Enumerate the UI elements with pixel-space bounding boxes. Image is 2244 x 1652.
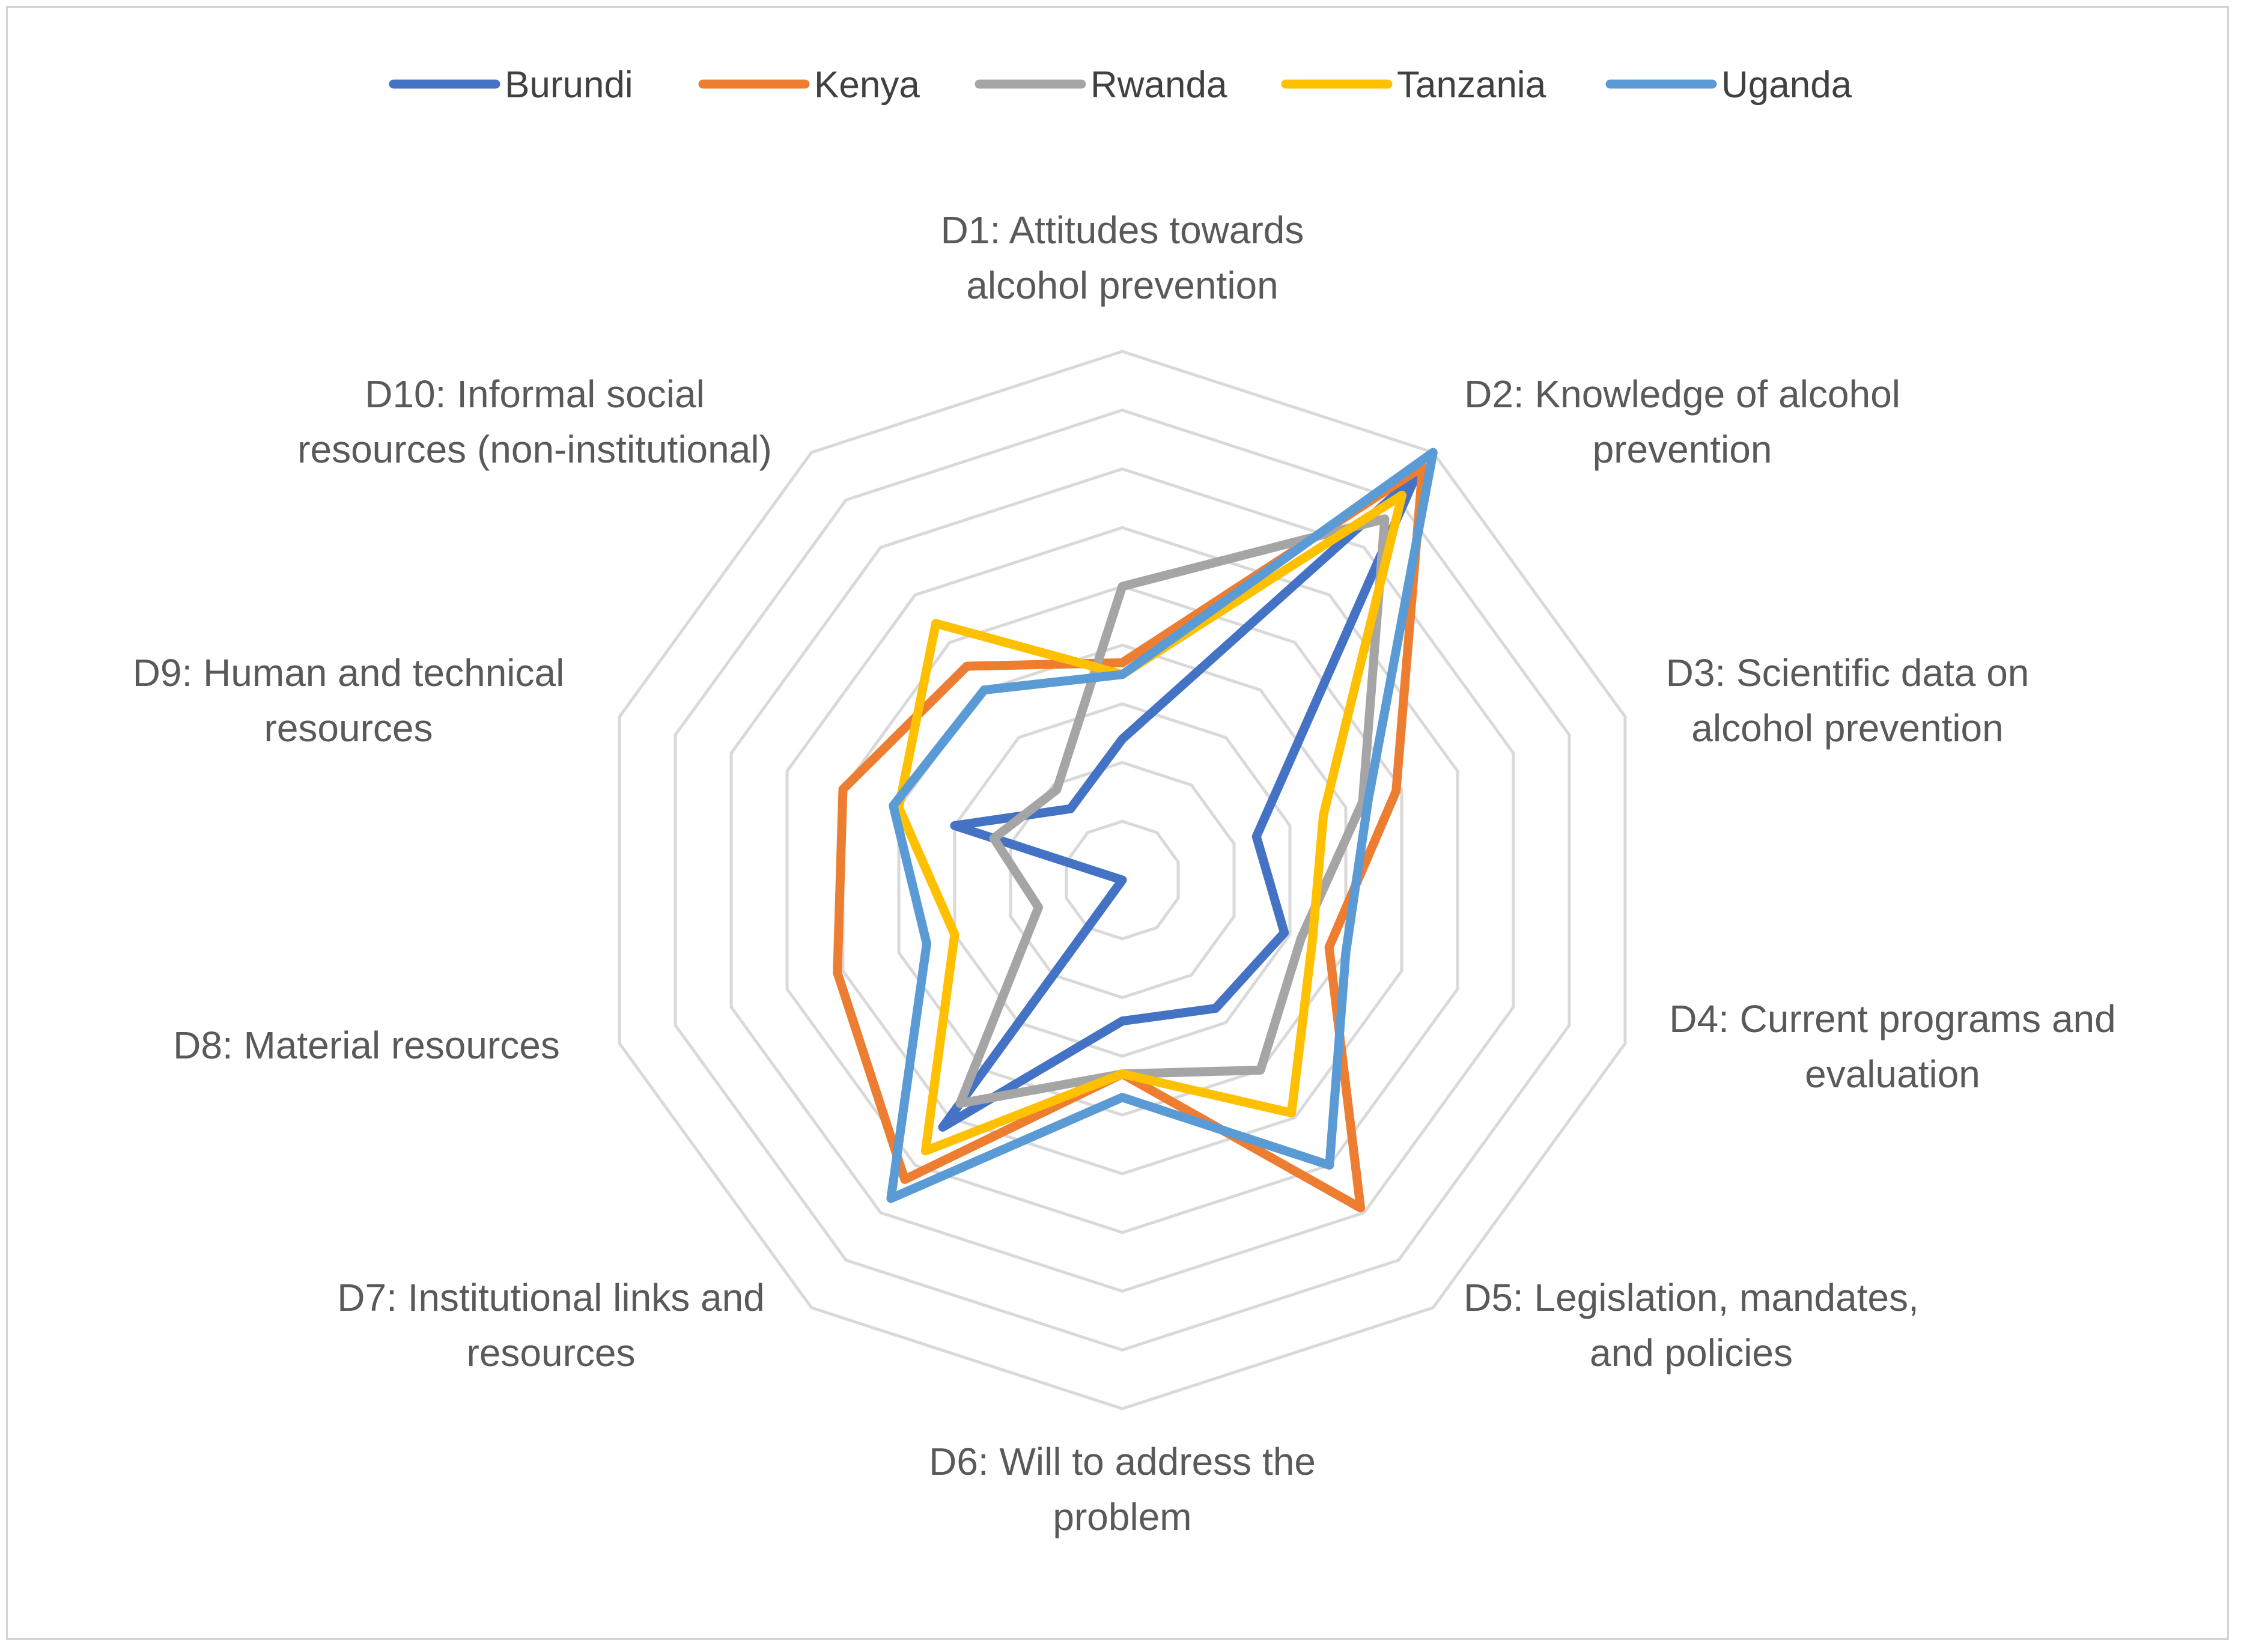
data-point-burundi-d10	[1069, 807, 1072, 810]
data-point-kenya-d8	[836, 971, 839, 974]
data-point-kenya-d5	[1359, 1206, 1362, 1209]
axis-label-d8: D8: Material resources	[173, 1024, 560, 1067]
data-point-rwanda-d4	[1300, 937, 1303, 940]
data-point-tanzania-d8	[953, 933, 956, 936]
data-point-uganda-d4	[1345, 951, 1347, 954]
grid-ring-1	[1065, 819, 1180, 941]
data-point-uganda-d9	[892, 804, 895, 807]
data-point-uganda-d8	[925, 942, 928, 945]
data-point-kenya-d1	[1121, 661, 1124, 664]
legend-label-kenya: Kenya	[814, 64, 920, 106]
data-point-uganda-d3	[1367, 799, 1370, 802]
axis-label-d5: D5: Legislation, mandates, and policies	[1464, 1276, 1919, 1374]
grid-ring-2	[1009, 761, 1236, 1000]
data-point-kenya-d3	[1394, 789, 1397, 792]
series-lines	[833, 448, 1438, 1213]
data-point-burundi-d6	[1121, 1019, 1124, 1022]
grid-ring-3	[953, 702, 1292, 1058]
data-point-burundi-d9	[953, 824, 956, 827]
data-point-rwanda-d9	[993, 837, 996, 840]
axis-label-d9: D9: Human and technical resources	[133, 651, 565, 750]
grid-ring-9	[618, 350, 1627, 1411]
data-point-uganda-d1	[1121, 673, 1124, 676]
data-point-uganda-d6	[1121, 1096, 1124, 1099]
axis-label-d3: D3: Scientific data on alcohol prevention	[1666, 651, 2030, 750]
data-point-rwanda-d1	[1121, 585, 1124, 588]
data-point-kenya-d9	[842, 788, 844, 791]
data-point-rwanda-d3	[1361, 801, 1364, 804]
data-point-uganda-d10	[983, 688, 986, 691]
data-point-tanzania-d4	[1311, 940, 1314, 943]
data-point-tanzania-d2	[1400, 494, 1403, 497]
data-point-tanzania-d5	[1290, 1111, 1293, 1114]
data-point-rwanda-d2	[1383, 517, 1386, 520]
data-point-burundi-d8	[1121, 879, 1124, 881]
data-point-burundi-d1	[1121, 738, 1124, 741]
axis-label-d4: D4: Current programs and evaluation	[1669, 997, 2115, 1096]
data-point-rwanda-d5	[1259, 1069, 1262, 1072]
axis-label-d10: D10: Informal social resources (non-insti…	[297, 372, 772, 471]
axis-label-d1: D1: Attitudes towards alcohol prevention	[941, 208, 1304, 307]
data-point-kenya-d2	[1422, 465, 1424, 468]
data-point-tanzania-d10	[934, 622, 937, 625]
grid-ring-8	[674, 408, 1571, 1352]
legend-label-burundi: Burundi	[505, 64, 633, 106]
data-point-tanzania-d6	[1121, 1072, 1124, 1075]
data-point-tanzania-d7	[924, 1149, 927, 1152]
legend-label-rwanda: Rwanda	[1090, 64, 1227, 106]
data-point-burundi-d4	[1283, 931, 1286, 934]
axis-label-d6: D6: Will to address the problem	[929, 1440, 1316, 1538]
data-point-kenya-d7	[903, 1178, 906, 1181]
data-point-burundi-d3	[1255, 835, 1258, 838]
data-point-rwanda-d10	[1055, 788, 1058, 791]
axis-label-d2: D2: Knowledge of alcohol prevention	[1464, 372, 1900, 471]
grid-ring-7	[729, 467, 1515, 1293]
data-point-burundi-d7	[941, 1126, 944, 1129]
data-point-uganda-d2	[1432, 451, 1435, 454]
data-point-rwanda-d7	[958, 1102, 961, 1105]
axis-label-d7: D7: Institutional links and resources	[337, 1276, 765, 1374]
data-point-uganda-d7	[889, 1197, 892, 1200]
grid-ring-6	[785, 526, 1459, 1234]
axis-labels: D1: Attitudes towards alcohol prevention D…	[133, 208, 2116, 1538]
data-point-tanzania-d3	[1322, 813, 1325, 816]
legend: Burundi Kenya Rwanda Tanzania Uganda	[389, 64, 1852, 106]
data-point-rwanda-d8	[1037, 906, 1040, 909]
data-point-kenya-d10	[965, 665, 968, 667]
data-point-burundi-d5	[1214, 1007, 1217, 1010]
legend-label-tanzania: Tanzania	[1397, 64, 1546, 106]
legend-label-uganda: Uganda	[1721, 64, 1852, 106]
data-point-uganda-d5	[1328, 1164, 1331, 1167]
data-point-kenya-d4	[1328, 946, 1331, 949]
